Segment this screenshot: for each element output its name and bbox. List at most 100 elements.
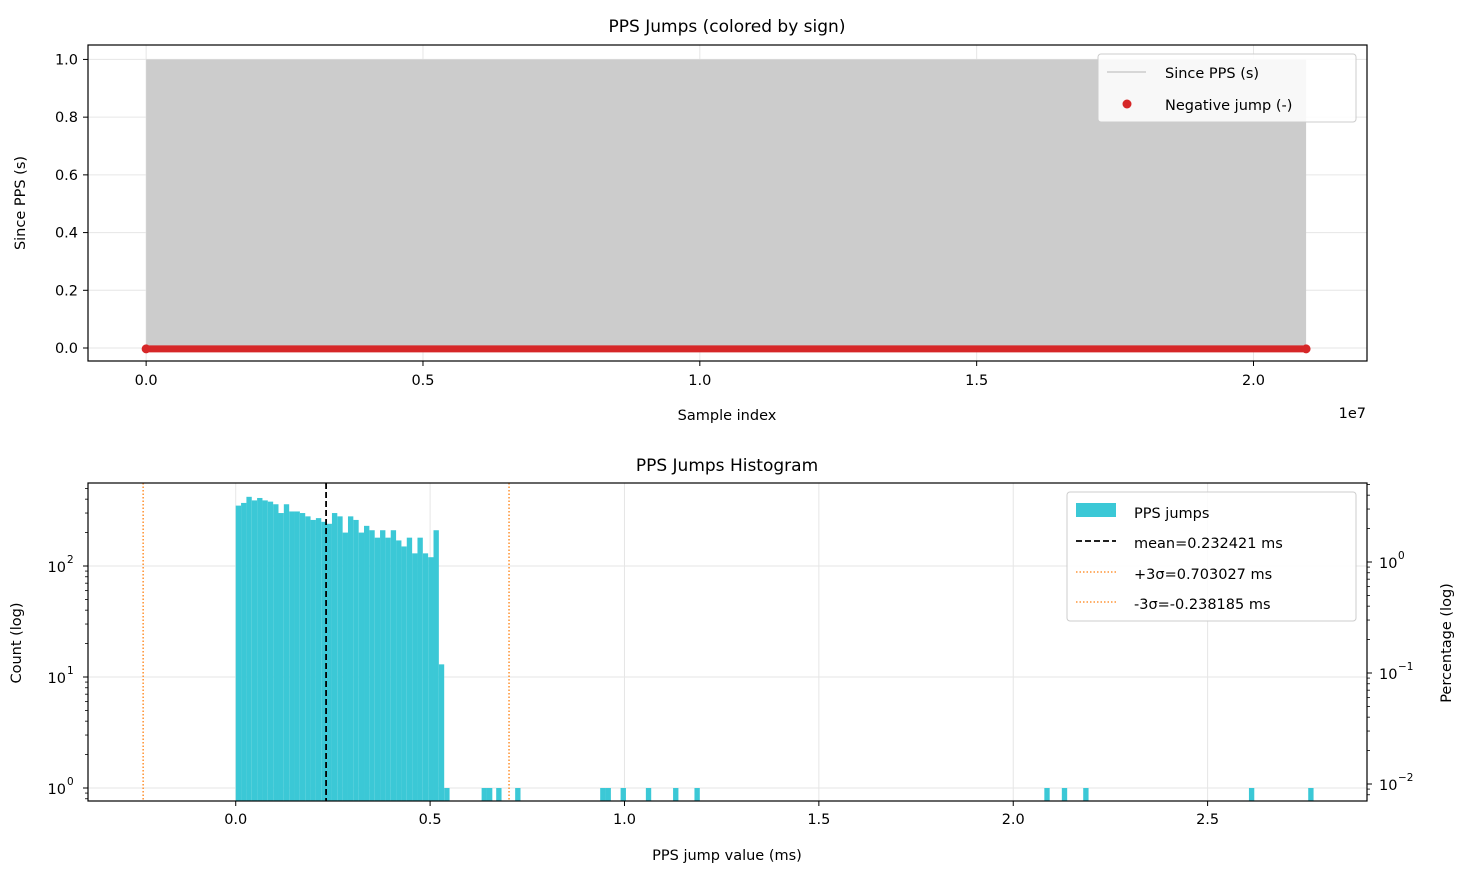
histogram-bar <box>246 496 252 801</box>
bottom-x-axis-label: PPS jump value (ms) <box>652 848 802 864</box>
histogram-bar <box>428 557 434 801</box>
bottom-y-tick-exponent: 2 <box>67 554 74 566</box>
top-x-tick-label: 0.0 <box>135 373 158 389</box>
histogram-bar <box>380 530 386 801</box>
bottom-y-tick-label: 10 <box>48 560 66 576</box>
histogram-bar <box>417 537 423 801</box>
top-x-ticks: 0.0 0.5 1.0 1.5 2.0 <box>135 361 1265 389</box>
top-y-tick-label: 1.0 <box>55 52 78 68</box>
top-y-tick-label: 0.6 <box>55 168 78 184</box>
bottom-y2-tick-label: 10 <box>1379 667 1397 683</box>
top-y-tick-label: 0.0 <box>55 341 78 357</box>
histogram-bar <box>481 788 487 801</box>
bottom-y-tick-exponent: 0 <box>67 776 74 788</box>
histogram-bar <box>1061 788 1068 801</box>
histogram-bar <box>262 500 268 801</box>
histogram-bar <box>401 546 407 801</box>
bottom-legend-box <box>1066 491 1357 622</box>
histogram-bar <box>433 530 439 801</box>
top-x-offset-label: 1e7 <box>1339 406 1366 422</box>
bottom-axes-frame <box>87 482 1368 802</box>
top-x-tick-label: 0.5 <box>411 373 434 389</box>
top-legend: Since PPS (s) Negative jump (-) <box>1097 53 1357 123</box>
bottom-y-tick-label: 10 <box>48 671 66 687</box>
histogram-bar <box>396 540 402 801</box>
histogram-bar <box>347 516 354 801</box>
histogram-bar <box>235 505 242 801</box>
legend-label-plus-3sigma: +3σ=0.703027 ms <box>1134 567 1272 583</box>
top-x-tick-label: 1.0 <box>688 373 711 389</box>
top-y-tick-label: 0.8 <box>55 110 78 126</box>
histogram-bar <box>364 525 370 801</box>
histogram-bar <box>305 516 311 801</box>
bottom-chart-title: PPS Jumps Histogram <box>636 456 818 476</box>
top-y-tick-label: 0.2 <box>55 283 78 299</box>
top-y-axis-label: Since PPS (s) <box>13 156 29 250</box>
histogram-bars <box>235 496 1314 801</box>
histogram-bar <box>1308 788 1314 801</box>
top-x-tick-label: 2.0 <box>1242 373 1265 389</box>
histogram-bar <box>299 513 306 801</box>
histogram-bar <box>486 788 493 801</box>
histogram-bar <box>444 788 450 801</box>
histogram-bar <box>326 523 332 801</box>
histogram-bar <box>605 788 611 801</box>
histogram-bar <box>369 530 375 801</box>
bottom-y-tick-exponent: 1 <box>67 665 74 677</box>
bottom-x-tick-label: 1.5 <box>807 812 830 828</box>
histogram-vlines <box>142 483 510 801</box>
histogram-bar <box>342 532 348 801</box>
bottom-y2-tick-exponent: −2 <box>1398 772 1413 784</box>
legend-label-minus-3sigma: -3σ=-0.238185 ms <box>1134 597 1271 613</box>
histogram-bar <box>496 788 502 801</box>
histogram-bar <box>241 502 247 801</box>
negative-jump-point <box>141 344 151 354</box>
histogram-bar <box>289 511 295 801</box>
histogram-bar <box>694 788 700 801</box>
bottom-y-tick-label: 10 <box>48 782 66 798</box>
histogram-bar <box>294 511 300 801</box>
bottom-x-tick-label: 0.5 <box>419 812 442 828</box>
histogram-bar <box>422 553 429 801</box>
top-legend-box <box>1097 53 1357 123</box>
since-pps-chart: PPS Jumps (colored by sign) 0.0 0.5 1.0 1.5… <box>13 17 1368 424</box>
bottom-y-axis-label: Count (log) <box>9 602 25 683</box>
top-y-ticks: 0.0 0.2 0.4 0.6 0.8 1.0 <box>55 52 88 357</box>
top-chart-title: PPS Jumps (colored by sign) <box>609 17 846 37</box>
histogram-bar <box>267 501 274 801</box>
histogram-bar <box>278 513 284 801</box>
histogram-bar <box>321 521 327 801</box>
bottom-y2-tick-label: 10 <box>1379 778 1397 794</box>
histogram-bar <box>620 788 626 801</box>
histogram-bar <box>600 788 606 801</box>
histogram-bar <box>310 519 316 801</box>
histogram-bar <box>257 497 263 801</box>
bottom-x-tick-label: 0.0 <box>224 812 247 828</box>
top-x-tick-label: 1.5 <box>965 373 988 389</box>
bottom-y2-tick-exponent: 0 <box>1398 550 1405 562</box>
legend-swatch-pps-jumps <box>1076 503 1116 517</box>
histogram-bar <box>515 788 521 801</box>
legend-swatch-negative <box>1122 99 1132 109</box>
bottom-x-tick-label: 1.0 <box>613 812 636 828</box>
bottom-y2-axis-label: Percentage (log) <box>1439 583 1455 703</box>
legend-label-negative: Negative jump (-) <box>1165 98 1292 114</box>
histogram-bar <box>385 537 391 801</box>
histogram-bar <box>315 518 322 801</box>
legend-label-since-pps: Since PPS (s) <box>1165 66 1259 82</box>
histogram-bar <box>283 504 290 801</box>
histogram-bar <box>273 504 279 801</box>
histogram-bar <box>337 516 343 801</box>
histogram-bar <box>1044 788 1050 801</box>
histogram-bar <box>438 664 445 801</box>
histogram-bar <box>331 513 338 801</box>
bottom-y2-tick-exponent: −1 <box>1398 661 1413 673</box>
bottom-x-tick-label: 2.0 <box>1002 812 1025 828</box>
histogram-bar <box>673 788 679 801</box>
histogram-bar <box>645 788 652 801</box>
bottom-legend: PPS jumps mean=0.232421 ms +3σ=0.703027 … <box>1066 491 1357 622</box>
histogram-bar <box>412 553 418 801</box>
